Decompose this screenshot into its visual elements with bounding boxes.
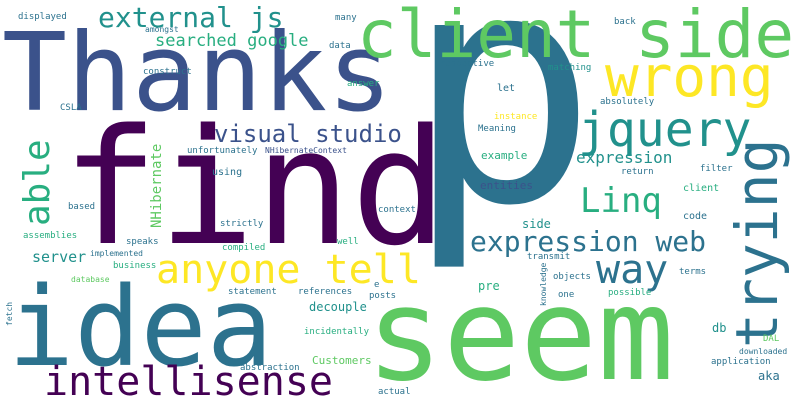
- word-db: db: [712, 321, 727, 335]
- word-incidentally: incidentally: [304, 327, 370, 337]
- word-data: data: [329, 41, 351, 51]
- word-implemented: implemented: [90, 249, 143, 258]
- word-matching: matching: [548, 63, 592, 73]
- word-statement: statement: [228, 287, 277, 297]
- word-meaning: Meaning: [478, 124, 516, 134]
- word-e: e: [374, 280, 380, 290]
- word-nhibernate: NHibernate: [149, 143, 165, 228]
- word-speaks: speaks: [126, 237, 159, 247]
- word-expression: expression: [576, 148, 673, 167]
- word-possible: possible: [608, 288, 652, 298]
- word-objects: objects: [553, 272, 591, 282]
- word-actual: actual: [378, 387, 411, 397]
- word-external-js: external js: [98, 1, 284, 34]
- word-amongst: amongst: [145, 25, 179, 34]
- word-able: able: [17, 139, 58, 226]
- word-business: business: [113, 261, 157, 271]
- word-filter: filter: [700, 164, 733, 174]
- word-posts: posts: [369, 291, 397, 301]
- word-visual-studio: visual studio: [214, 120, 402, 148]
- word-customers: Customers: [312, 354, 372, 367]
- word-linq: Linq: [580, 181, 662, 221]
- word-aka: aka: [758, 369, 780, 383]
- word-dal: DAL: [763, 334, 780, 344]
- word-side: side: [522, 217, 551, 231]
- word-c: c: [186, 306, 192, 316]
- word-displayed: displayed: [18, 12, 67, 22]
- word-p: p: [405, 0, 598, 276]
- word-decouple: decouple: [309, 300, 367, 314]
- word-jquery: jquery: [578, 102, 752, 158]
- word-context: context: [378, 205, 416, 215]
- word-code: code: [683, 211, 708, 222]
- word-respective: respective: [440, 59, 495, 69]
- word-one: one: [558, 290, 575, 300]
- word-thanks: Thanks: [2, 11, 393, 136]
- word-nhibernatecontext: NHibernateContext: [265, 146, 347, 155]
- word-using: using: [212, 167, 243, 178]
- word-transmit: transmit: [527, 252, 571, 262]
- word-example: example: [481, 149, 528, 162]
- word-client-side: client side: [357, 0, 795, 73]
- word-assemblies: assemblies: [23, 231, 78, 241]
- word-server: server: [32, 248, 87, 266]
- word-instance: instance: [494, 112, 538, 122]
- word-references: references: [298, 287, 353, 297]
- word-anyone-tell: anyone tell: [156, 247, 421, 293]
- word-based: based: [68, 202, 96, 212]
- word-absolutely: absolutely: [600, 97, 655, 107]
- word-construct: construct: [143, 67, 192, 77]
- word-fetch: fetch: [5, 301, 14, 326]
- word-terms: terms: [679, 267, 707, 277]
- word-unfortunately: unfortunately: [187, 146, 258, 156]
- word-expression-web: expression web: [470, 225, 707, 258]
- word-return: return: [621, 167, 654, 177]
- word-knowledge: knowledge: [539, 262, 548, 306]
- word-csla: CSLA: [60, 103, 82, 113]
- word-compiled: compiled: [222, 243, 266, 253]
- word-trying: trying: [723, 138, 791, 348]
- word-downloaded: downloaded: [739, 347, 788, 356]
- word-database: database: [71, 275, 110, 284]
- word-many: many: [335, 13, 357, 23]
- word-intellisense: intellisense: [44, 359, 333, 400]
- word-back: back: [614, 17, 636, 27]
- word-application: application: [711, 357, 771, 367]
- word-client: client: [683, 183, 720, 194]
- word-searched-google: searched google: [155, 31, 309, 51]
- word-entities: entities: [480, 179, 533, 192]
- word-answer: answer: [347, 79, 380, 89]
- word-well: well: [337, 237, 359, 247]
- word-way: way: [596, 247, 669, 293]
- word-let: let: [497, 83, 516, 94]
- word-abstraction: abstraction: [240, 363, 300, 373]
- word-strictly: strictly: [220, 219, 264, 229]
- word-find: find: [62, 94, 448, 281]
- word-pre: pre: [478, 279, 500, 293]
- word-wrong: wrong: [605, 45, 774, 110]
- word-idea: idea: [8, 263, 273, 391]
- word-seem: seem: [366, 261, 675, 400]
